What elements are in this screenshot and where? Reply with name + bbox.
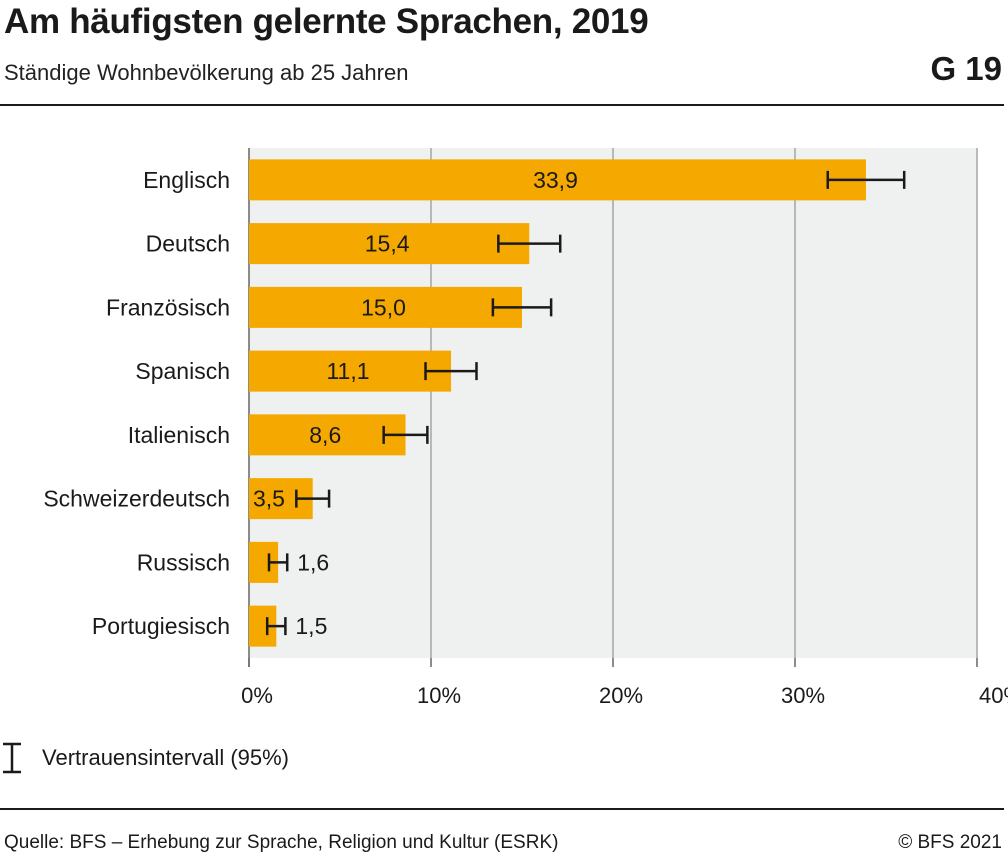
data-label: 3,5 bbox=[253, 486, 285, 512]
category-label: Portugiesisch bbox=[92, 613, 230, 639]
data-label: 15,4 bbox=[365, 231, 410, 257]
copyright: © BFS 2021 bbox=[898, 832, 1002, 853]
chart-title: Am häufigsten gelernte Sprachen, 2019 bbox=[4, 2, 649, 41]
data-label: 1,6 bbox=[297, 549, 329, 575]
x-tick-label: 40% bbox=[979, 683, 1008, 708]
bar-chart: 0% 10% 20% 30% 40% Englisch 33,9 Deutsch 15,4 Fra… bbox=[43, 148, 1008, 708]
data-label: 15,0 bbox=[361, 294, 406, 320]
bar bbox=[249, 159, 866, 201]
chart-subtitle: Ständige Wohnbevölkerung ab 25 Jahren bbox=[4, 60, 409, 85]
bar bbox=[249, 350, 452, 392]
bar bbox=[249, 414, 406, 456]
category-label: Französisch bbox=[106, 294, 230, 320]
category-label: Englisch bbox=[143, 167, 230, 193]
category-label: Schweizerdeutsch bbox=[43, 486, 230, 512]
data-label: 33,9 bbox=[533, 167, 578, 193]
legend: Vertrauensintervall (95%) bbox=[0, 740, 289, 776]
legend-label: Vertrauensintervall (95%) bbox=[42, 745, 290, 770]
bar bbox=[249, 286, 522, 328]
x-tick-label: 30% bbox=[781, 683, 825, 708]
data-label: 8,6 bbox=[309, 422, 341, 448]
category-label: Italienisch bbox=[128, 422, 230, 448]
x-tick-label: 10% bbox=[417, 683, 461, 708]
header-divider bbox=[0, 104, 1004, 106]
source-note: Quelle: BFS – Erhebung zur Sprache, Reli… bbox=[4, 832, 559, 853]
category-label: Spanisch bbox=[135, 358, 230, 384]
x-tick-label: 20% bbox=[599, 683, 643, 708]
confidence-interval-icon bbox=[3, 742, 21, 774]
category-label: Russisch bbox=[137, 549, 230, 575]
graphic-number: G 19 bbox=[930, 50, 1002, 87]
footer-divider bbox=[0, 808, 1004, 810]
x-tick-label: 0% bbox=[241, 683, 273, 708]
category-label: Deutsch bbox=[146, 231, 230, 257]
data-label: 1,5 bbox=[295, 613, 327, 639]
data-label: 11,1 bbox=[326, 358, 369, 384]
bar bbox=[249, 223, 530, 265]
